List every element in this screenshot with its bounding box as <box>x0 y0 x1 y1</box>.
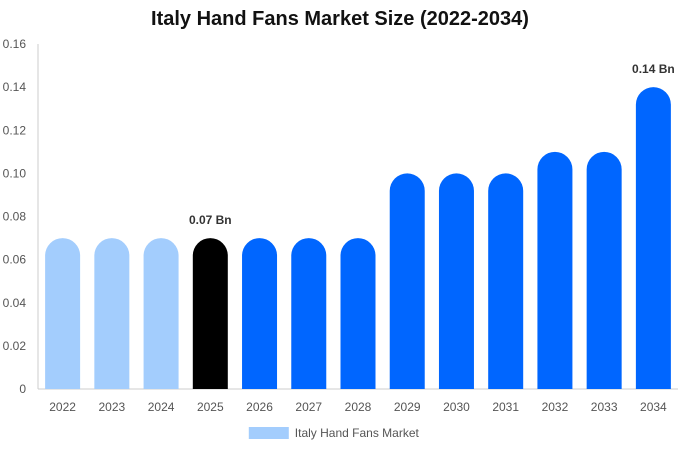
x-tick-label: 2029 <box>394 400 421 414</box>
bars-group <box>45 87 671 389</box>
chart-title: Italy Hand Fans Market Size (2022-2034) <box>151 8 529 30</box>
legend[interactable]: Italy Hand Fans Market <box>248 426 420 440</box>
bar-2031[interactable] <box>488 173 524 389</box>
x-tick-label: 2023 <box>98 400 125 414</box>
x-tick-label: 2033 <box>591 400 618 414</box>
y-tick-label: 0.12 <box>3 123 27 137</box>
x-tick-label: 2027 <box>295 400 322 414</box>
bar-2029[interactable] <box>389 173 425 389</box>
bar-2024[interactable] <box>143 238 179 389</box>
x-tick-label: 2031 <box>492 400 519 414</box>
x-tick-label: 2028 <box>345 400 372 414</box>
x-tick-label: 2025 <box>197 400 224 414</box>
data-label-2034: 0.14 Bn <box>632 62 675 76</box>
x-tick-label: 2032 <box>542 400 569 414</box>
x-tick-label: 2030 <box>443 400 470 414</box>
x-tick-label: 2024 <box>148 400 175 414</box>
bar-2025[interactable] <box>192 238 228 389</box>
y-tick-label: 0 <box>19 382 26 396</box>
bar-2033[interactable] <box>586 151 622 389</box>
data-label-2025: 0.07 Bn <box>189 213 232 227</box>
bar-2022[interactable] <box>45 238 81 389</box>
bar-2030[interactable] <box>438 173 474 389</box>
bar-2026[interactable] <box>242 238 278 389</box>
x-tick-label: 2022 <box>49 400 76 414</box>
y-tick-label: 0.14 <box>3 80 27 94</box>
y-tick-label: 0.10 <box>3 166 27 180</box>
y-tick-label: 0.06 <box>3 253 27 267</box>
bar-2032[interactable] <box>537 151 573 389</box>
legend-swatch[interactable] <box>248 427 289 439</box>
data-labels-group: 0.07 Bn 0.14 Bn <box>189 62 675 227</box>
bar-2034[interactable] <box>635 87 671 389</box>
legend-label[interactable]: Italy Hand Fans Market <box>295 426 420 440</box>
bar-2028[interactable] <box>340 238 376 389</box>
bar-2027[interactable] <box>291 238 327 389</box>
y-axis: 0 0.02 0.04 0.06 0.08 0.10 0.12 0.14 0.16 <box>3 37 39 396</box>
y-tick-label: 0.04 <box>3 296 27 310</box>
y-tick-label: 0.02 <box>3 339 27 353</box>
bar-2023[interactable] <box>94 238 130 389</box>
x-tick-label: 2034 <box>640 400 667 414</box>
y-tick-label: 0.08 <box>3 210 27 224</box>
x-tick-label: 2026 <box>246 400 273 414</box>
y-tick-label: 0.16 <box>3 37 27 51</box>
x-axis: 2022 2023 2024 2025 2026 2027 2028 2029 2030 2031… <box>38 388 678 414</box>
